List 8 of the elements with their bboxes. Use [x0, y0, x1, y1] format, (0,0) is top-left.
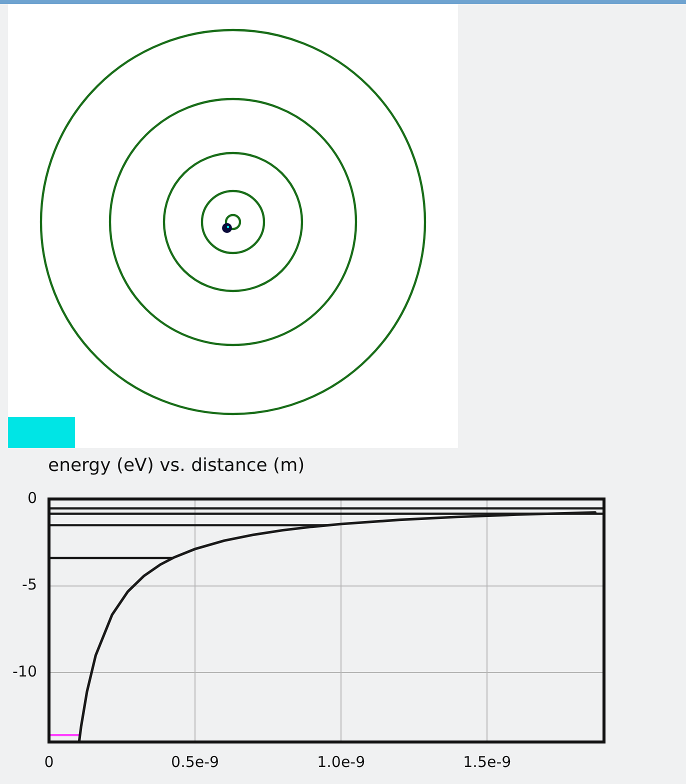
y-tick-label: -5 [22, 576, 37, 594]
x-tick-label: 1.0e-9 [317, 752, 366, 771]
y-tick-label: 0 [27, 488, 37, 507]
x-tick-label: 0 [44, 752, 54, 771]
chart-title: energy (eV) vs. distance (m) [48, 455, 305, 476]
x-tick-label: 1.5e-9 [463, 752, 512, 771]
x-tick-label: 0.5e-9 [171, 752, 220, 771]
y-tick-label: -10 [12, 662, 37, 680]
